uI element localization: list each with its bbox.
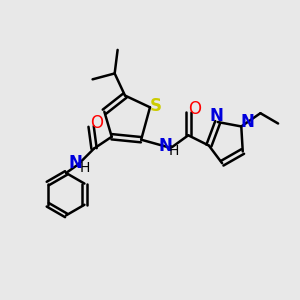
Text: H: H	[79, 161, 89, 175]
Text: N: N	[158, 136, 172, 154]
Text: N: N	[241, 113, 255, 131]
Text: H: H	[169, 144, 179, 158]
Text: N: N	[69, 154, 82, 172]
Text: O: O	[188, 100, 201, 118]
Text: N: N	[209, 106, 223, 124]
Text: O: O	[91, 115, 103, 133]
Text: S: S	[149, 97, 161, 115]
